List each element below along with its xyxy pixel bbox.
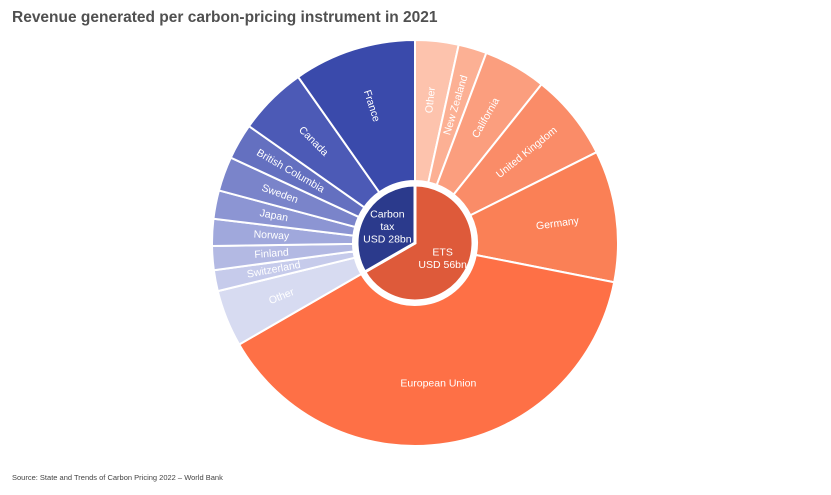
outer-label-8: Finland [254, 246, 289, 261]
outer-segment-5 [237, 253, 616, 447]
inner-segment-0 [362, 183, 475, 303]
source-note: Source: State and Trends of Carbon Prici… [12, 473, 223, 482]
outer-label-4: Germany [535, 215, 580, 233]
outer-label-9: Norway [253, 229, 290, 243]
inner-segment-1 [355, 183, 417, 275]
inner-label-1: Carbon tax USD 28bn [363, 209, 412, 246]
inner-label-0: ETS USD 56bn [418, 247, 467, 272]
outer-label-0: Other [423, 86, 438, 114]
outer-segment-4 [469, 150, 619, 284]
outer-segment-14 [296, 38, 416, 194]
outer-label-10: Japan [259, 207, 290, 224]
chart-title: Revenue generated per carbon-pricing ins… [12, 9, 438, 26]
outer-label-5: European Union [400, 378, 476, 390]
